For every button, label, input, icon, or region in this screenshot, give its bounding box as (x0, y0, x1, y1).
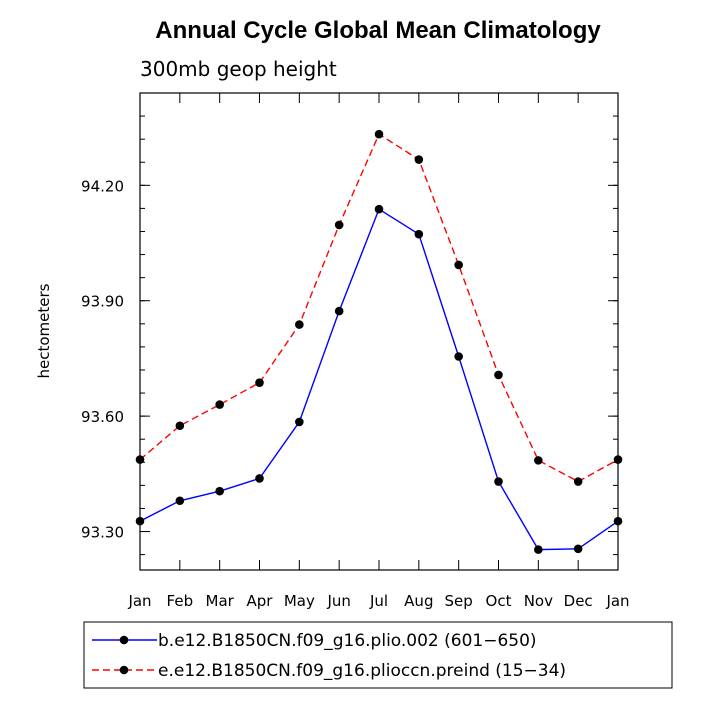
series-layer (135, 129, 623, 554)
plot-border (139, 92, 619, 571)
data-point (573, 544, 583, 554)
plot-frame (139, 92, 619, 571)
data-point (414, 229, 424, 239)
legend-entry: b.e12.B1850CN.f09_g16.plio.002 (601−650) (158, 631, 537, 651)
x-tick-label: Jan (127, 592, 151, 610)
data-point (374, 204, 384, 214)
data-point (175, 421, 185, 431)
x-tick-label: Mar (206, 592, 235, 610)
legend-marker (119, 665, 129, 675)
data-point (613, 455, 623, 464)
y-tick-label: 93.90 (81, 293, 124, 311)
data-point (175, 496, 185, 506)
data-point (334, 220, 344, 230)
chart-title: Annual Cycle Global Mean Climatology (155, 17, 601, 44)
data-point (454, 352, 463, 361)
x-tick-label: Dec (564, 592, 593, 610)
x-tick-label: Jun (326, 592, 350, 610)
legend-box (83, 621, 673, 689)
data-point (494, 370, 503, 380)
data-point (135, 455, 145, 464)
data-point (334, 306, 344, 316)
data-point (215, 400, 224, 409)
x-tick-label: Sep (445, 592, 473, 610)
data-point (573, 477, 583, 486)
data-point (215, 486, 224, 496)
series-line (139, 208, 619, 551)
data-point (135, 516, 145, 526)
y-axis-label: hectometers (35, 283, 53, 378)
y-axis-ticks: 93.30 93.60 93.90 94.20 (81, 92, 618, 556)
data-point (374, 129, 384, 139)
x-tick-label: Feb (167, 592, 194, 610)
data-point (454, 260, 463, 270)
data-point (255, 378, 264, 387)
data-point (414, 155, 424, 164)
series-line (139, 133, 619, 483)
chart-subtitle: 300mb geop height (140, 57, 337, 81)
legend-entry: e.e12.B1850CN.f09_g16.plioccn.preind (15… (158, 661, 566, 681)
series-1 (135, 204, 623, 554)
data-point (295, 320, 304, 329)
x-tick-label: Oct (486, 592, 512, 610)
y-tick-label: 94.20 (81, 177, 124, 195)
data-point (494, 477, 503, 486)
x-axis-ticks: Jan Feb Mar Apr May Jun Jul Aug Sep Oct Nov Dec Jan (127, 93, 630, 610)
x-tick-label: Nov (524, 592, 553, 610)
x-tick-label: Apr (247, 592, 274, 610)
legend: b.e12.B1850CN.f09_g16.plio.002 (601−650)… (83, 621, 673, 689)
data-point (534, 545, 543, 554)
x-tick-label: Aug (404, 592, 433, 610)
legend-marker (119, 635, 129, 645)
data-point (295, 417, 304, 427)
y-tick-label: 93.30 (81, 524, 124, 542)
y-tick-label: 93.60 (81, 408, 124, 426)
data-point (613, 516, 623, 526)
data-point (534, 456, 543, 465)
data-point (255, 474, 264, 483)
x-tick-label: Jul (369, 592, 388, 610)
x-tick-label: May (284, 592, 315, 610)
series-2 (135, 129, 623, 486)
x-tick-label: Jan (605, 592, 629, 610)
